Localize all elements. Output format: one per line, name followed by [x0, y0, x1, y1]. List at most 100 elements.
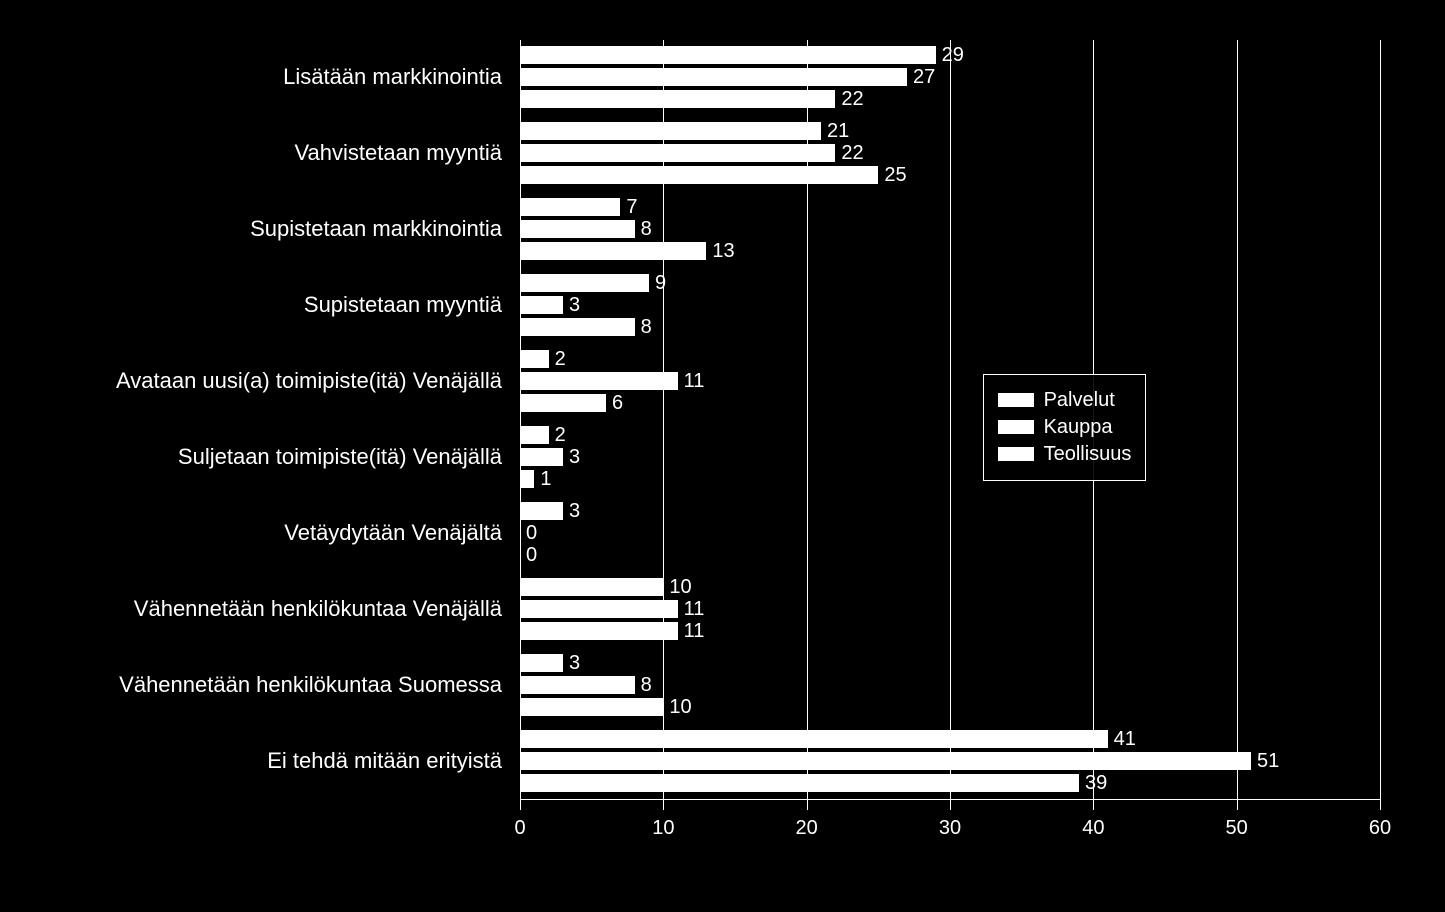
bar	[520, 502, 563, 520]
legend-swatch	[998, 447, 1034, 461]
bar-value: 2	[555, 350, 566, 368]
bar-value: 22	[841, 90, 863, 108]
bar-value: 21	[827, 122, 849, 140]
x-tick-label: 40	[1082, 817, 1104, 840]
bar-value: 3	[569, 502, 580, 520]
bar-value: 3	[569, 296, 580, 314]
x-tick-mark	[950, 800, 951, 810]
bar-value: 41	[1114, 730, 1136, 748]
bar-group: Vähennetään henkilökuntaa Suomessa3810	[520, 654, 1380, 716]
x-tick-mark	[663, 800, 664, 810]
bar-value: 10	[669, 698, 691, 716]
bar	[520, 578, 663, 596]
bar-value: 51	[1257, 752, 1279, 770]
bar	[520, 144, 835, 162]
bar	[520, 90, 835, 108]
bar-value: 3	[569, 654, 580, 672]
bar	[520, 122, 821, 140]
x-tick-label: 50	[1226, 817, 1248, 840]
bar-group: Lisätään markkinointia292722	[520, 46, 1380, 108]
bar	[520, 394, 606, 412]
bar	[520, 752, 1251, 770]
bar-value: 6	[612, 394, 623, 412]
category-label: Lisätään markkinointia	[283, 64, 520, 90]
bar-value: 8	[641, 676, 652, 694]
bar-value: 3	[569, 448, 580, 466]
category-label: Avataan uusi(a) toimipiste(itä) Venäjäll…	[116, 368, 520, 394]
x-tick-mark	[1237, 800, 1238, 810]
x-tick-mark	[1093, 800, 1094, 810]
bar-value: 13	[712, 242, 734, 260]
chart-canvas: 0102030405060Lisätään markkinointia29272…	[0, 0, 1445, 912]
category-label: Vahvistetaan myyntiä	[295, 140, 520, 166]
category-label: Vähennetään henkilökuntaa Venäjällä	[134, 596, 520, 622]
bar-value: 11	[684, 622, 705, 640]
category-label: Ei tehdä mitään erityistä	[267, 748, 520, 774]
legend-item-palvelut: Palvelut	[998, 389, 1132, 412]
bar-value: 2	[555, 426, 566, 444]
bar	[520, 426, 549, 444]
bar	[520, 622, 678, 640]
bar	[520, 774, 1079, 792]
legend-label: Palvelut	[1044, 389, 1115, 412]
bar-value: 25	[884, 166, 906, 184]
bar-value: 0	[526, 524, 537, 542]
x-tick-label: 10	[652, 817, 674, 840]
bar-value: 11	[684, 372, 705, 390]
category-label: Supistetaan myyntiä	[304, 292, 520, 318]
bar	[520, 296, 563, 314]
bar	[520, 448, 563, 466]
bar-value: 1	[540, 470, 551, 488]
bar	[520, 242, 706, 260]
bar-group: Vähennetään henkilökuntaa Venäjällä10111…	[520, 578, 1380, 640]
legend: Palvelut Kauppa Teollisuus	[983, 374, 1147, 481]
bar-value: 27	[913, 68, 935, 86]
bar-group: Ei tehdä mitään erityistä415139	[520, 730, 1380, 792]
bar-value: 9	[655, 274, 666, 292]
bar-value: 29	[942, 46, 964, 64]
bar-value: 22	[841, 144, 863, 162]
bar-group: Supistetaan markkinointia7813	[520, 198, 1380, 260]
legend-label: Teollisuus	[1044, 443, 1132, 466]
x-tick-label: 30	[939, 817, 961, 840]
legend-item-kauppa: Kauppa	[998, 416, 1132, 439]
bar	[520, 46, 936, 64]
bar	[520, 654, 563, 672]
bar-value: 8	[641, 220, 652, 238]
category-label: Suljetaan toimipiste(itä) Venäjällä	[178, 444, 520, 470]
x-tick-label: 60	[1369, 817, 1391, 840]
bar-value: 0	[526, 546, 537, 564]
bar	[520, 470, 534, 488]
gridline	[1380, 40, 1381, 800]
bar	[520, 350, 549, 368]
bar	[520, 372, 678, 390]
bar-value: 7	[626, 198, 637, 216]
x-tick-label: 0	[514, 817, 525, 840]
legend-item-teollisuus: Teollisuus	[998, 443, 1132, 466]
x-tick-mark	[807, 800, 808, 810]
category-label: Supistetaan markkinointia	[250, 216, 520, 242]
bar	[520, 676, 635, 694]
bar	[520, 198, 620, 216]
bar-value: 11	[684, 600, 705, 618]
bar-group: Avataan uusi(a) toimipiste(itä) Venäjäll…	[520, 350, 1380, 412]
bar	[520, 318, 635, 336]
bar-group: Suljetaan toimipiste(itä) Venäjällä231	[520, 426, 1380, 488]
bar	[520, 274, 649, 292]
bar-value: 8	[641, 318, 652, 336]
bar	[520, 220, 635, 238]
bar	[520, 68, 907, 86]
legend-swatch	[998, 420, 1034, 434]
bar-value: 39	[1085, 774, 1107, 792]
bar-group: Supistetaan myyntiä938	[520, 274, 1380, 336]
legend-swatch	[998, 393, 1034, 407]
legend-label: Kauppa	[1044, 416, 1113, 439]
bar-group: Vahvistetaan myyntiä212225	[520, 122, 1380, 184]
bar-value: 10	[669, 578, 691, 596]
category-label: Vähennetään henkilökuntaa Suomessa	[119, 672, 520, 698]
bar	[520, 698, 663, 716]
bar	[520, 730, 1108, 748]
bar	[520, 166, 878, 184]
x-tick-label: 20	[796, 817, 818, 840]
category-label: Vetäydytään Venäjältä	[284, 520, 520, 546]
